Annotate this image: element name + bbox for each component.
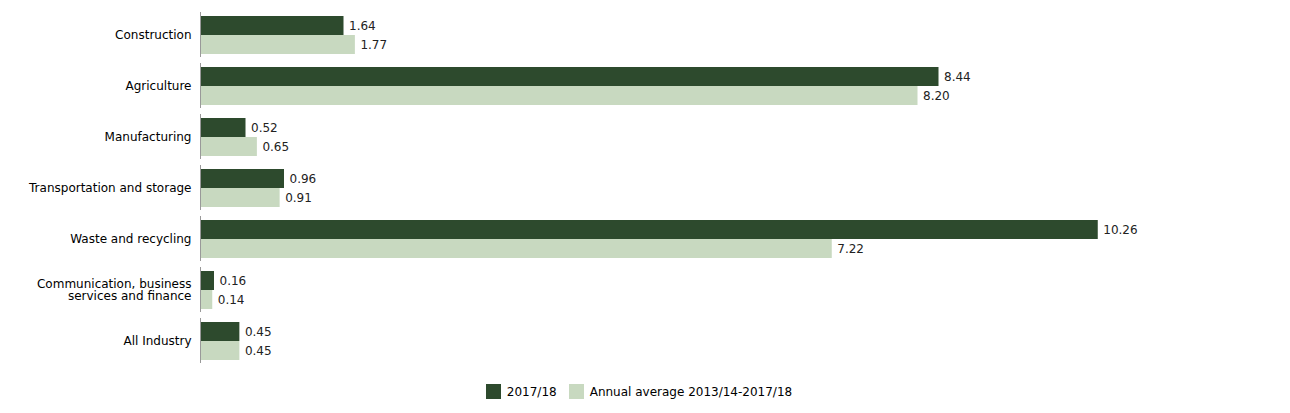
svg-text:Agriculture: Agriculture xyxy=(126,79,192,93)
svg-text:1.64: 1.64 xyxy=(349,19,376,33)
svg-text:Transportation and storage: Transportation and storage xyxy=(28,181,191,195)
svg-text:0.45: 0.45 xyxy=(245,325,272,339)
svg-text:10.26: 10.26 xyxy=(1103,223,1137,237)
svg-text:0.52: 0.52 xyxy=(251,121,278,135)
svg-text:All Industry: All Industry xyxy=(123,334,191,348)
svg-text:Manufacturing: Manufacturing xyxy=(105,130,192,144)
svg-text:0.96: 0.96 xyxy=(290,172,317,186)
svg-text:8.20: 8.20 xyxy=(923,89,950,103)
svg-text:0.91: 0.91 xyxy=(285,191,312,205)
svg-text:0.65: 0.65 xyxy=(262,140,289,154)
svg-text:0.14: 0.14 xyxy=(218,293,245,307)
svg-text:Waste and recycling: Waste and recycling xyxy=(70,232,191,246)
html-text:2017/18: 2017/18 xyxy=(506,384,557,399)
svg-text:1.77: 1.77 xyxy=(360,38,387,52)
svg-text:8.44: 8.44 xyxy=(944,70,971,84)
svg-text:0.16: 0.16 xyxy=(220,274,247,288)
svg-text:0.45: 0.45 xyxy=(245,344,272,358)
svg-text:Construction: Construction xyxy=(115,28,191,42)
svg-text:7.22: 7.22 xyxy=(837,242,864,256)
html-text:Annual average 2013/14-2017/18: Annual average 2013/14-2017/18 xyxy=(589,384,793,399)
svg-text:Communication, businessservice: Communication, businessservices and fina… xyxy=(37,277,192,303)
